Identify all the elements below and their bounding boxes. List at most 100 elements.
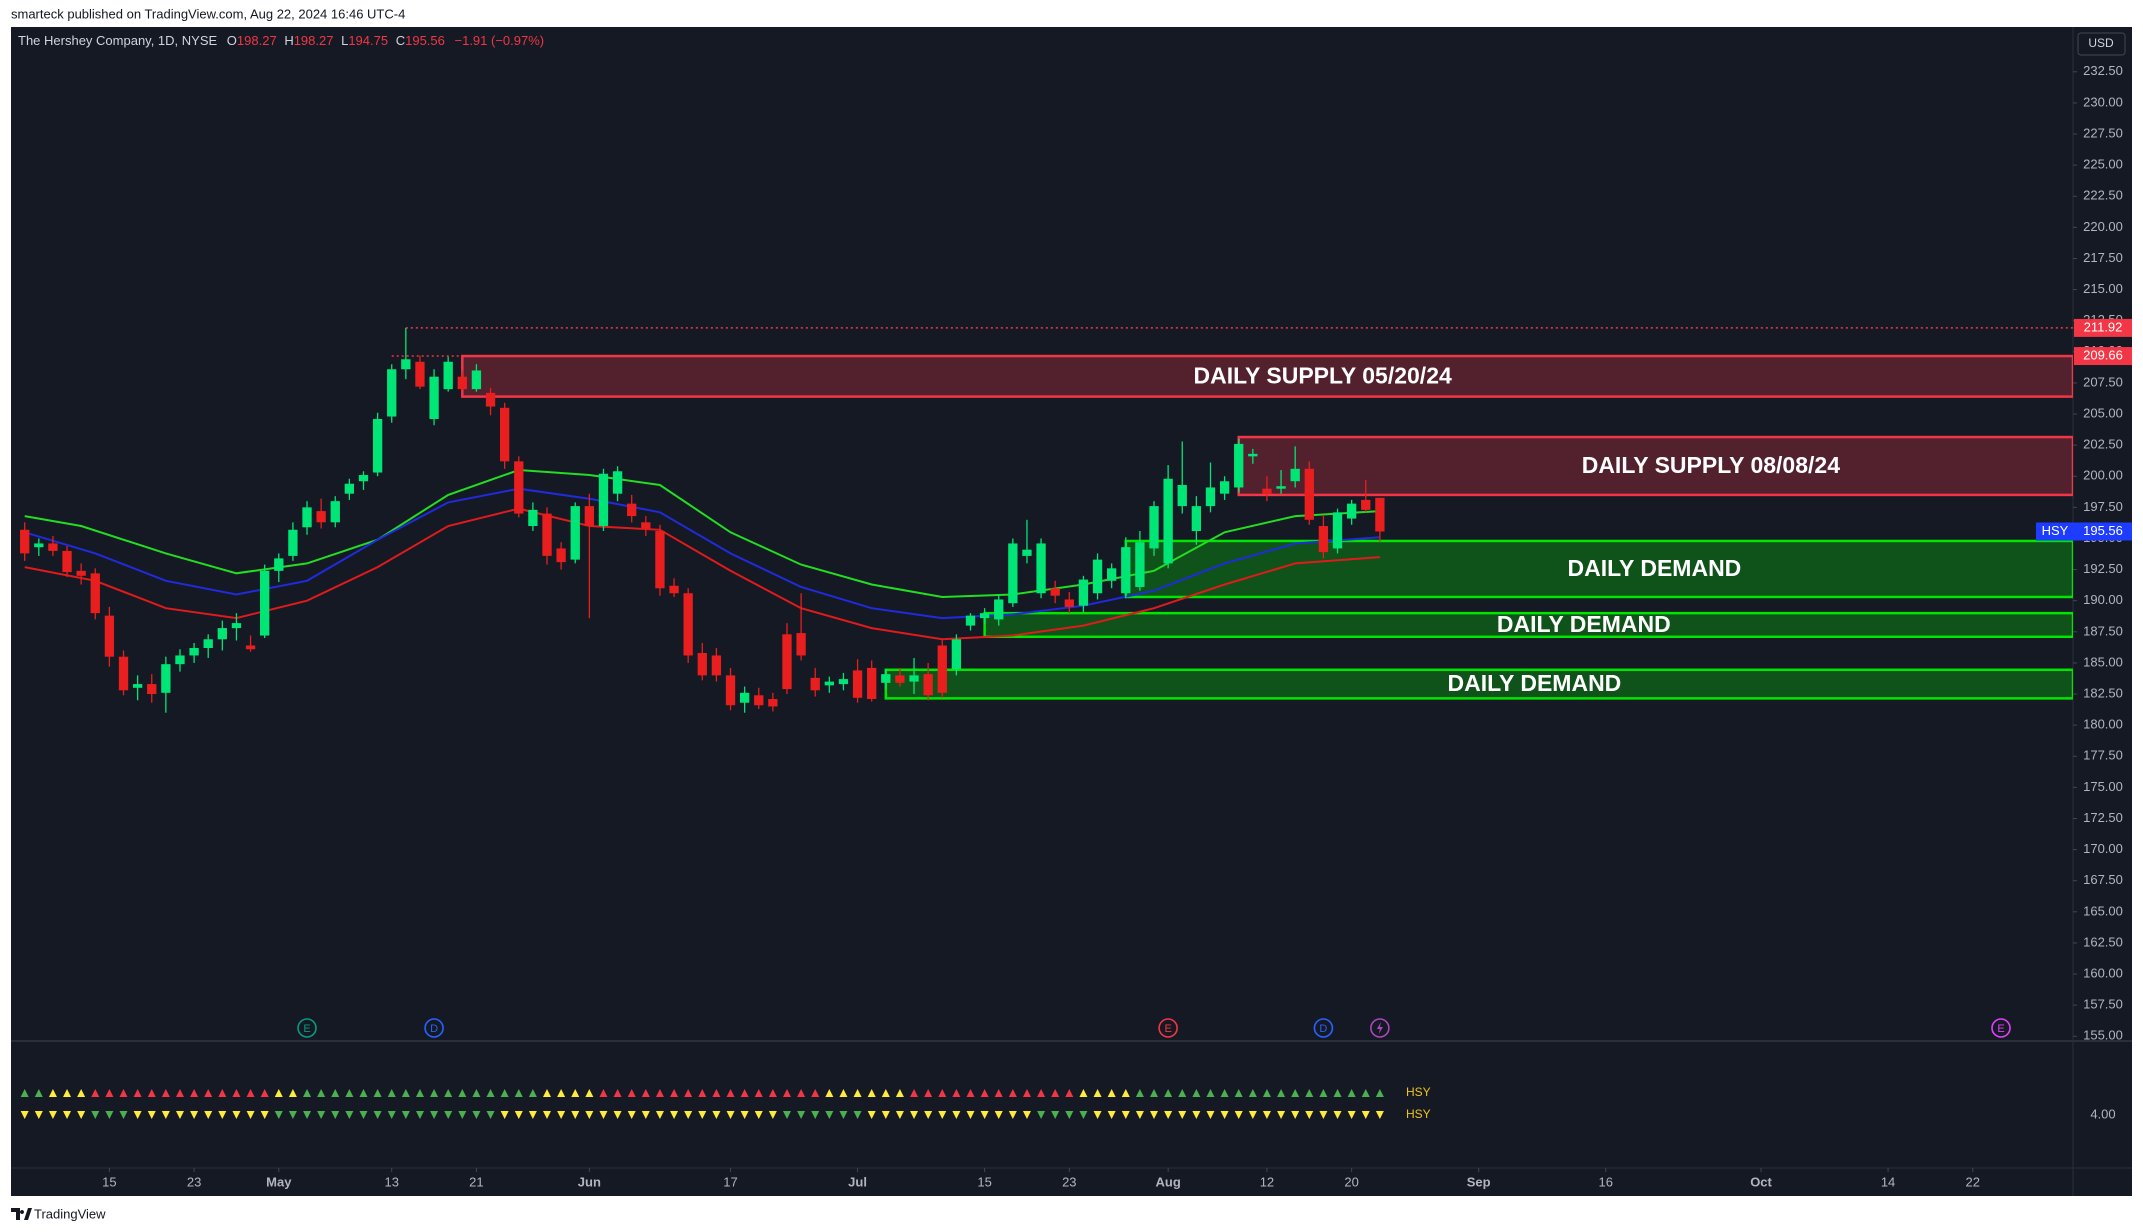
signal-triangle bbox=[698, 1111, 707, 1119]
candle-body bbox=[217, 628, 227, 640]
candle-body bbox=[20, 529, 30, 554]
signal-triangle bbox=[627, 1111, 636, 1119]
signal-triangle bbox=[1037, 1111, 1046, 1119]
signal-triangle bbox=[288, 1111, 297, 1119]
candle-body bbox=[1276, 486, 1286, 489]
signal-triangle bbox=[966, 1111, 975, 1119]
candle-body bbox=[754, 695, 764, 706]
y-tick-label: 202.50 bbox=[2083, 437, 2123, 452]
signal-triangle bbox=[867, 1089, 876, 1097]
event-bolt bbox=[1376, 1022, 1383, 1034]
y-tick-label: 197.50 bbox=[2083, 499, 2123, 514]
signal-triangle bbox=[20, 1111, 29, 1119]
legend-label: L bbox=[341, 33, 348, 48]
signal-triangle bbox=[740, 1111, 749, 1119]
signal-triangle bbox=[430, 1111, 439, 1119]
signal-triangle bbox=[387, 1111, 396, 1119]
signal-triangle bbox=[1361, 1111, 1370, 1119]
signal-triangle bbox=[655, 1089, 664, 1097]
signal-triangle bbox=[317, 1111, 326, 1119]
y-tick-label: 225.00 bbox=[2083, 157, 2123, 172]
candle-body bbox=[302, 507, 312, 528]
price-label-box bbox=[2074, 318, 2132, 337]
candle-body bbox=[245, 645, 256, 650]
legend-value: 198.27 bbox=[294, 33, 334, 48]
signal-triangle bbox=[1178, 1111, 1187, 1119]
y-tick-label: 167.50 bbox=[2083, 872, 2123, 887]
signal-triangle bbox=[1107, 1111, 1116, 1119]
signal-triangle bbox=[839, 1089, 848, 1097]
signal-triangle bbox=[1305, 1111, 1314, 1119]
candle-body bbox=[852, 670, 863, 698]
signal-triangle bbox=[387, 1089, 396, 1097]
x-tick-label: Sep bbox=[1467, 1174, 1491, 1189]
signal-triangle bbox=[1121, 1089, 1130, 1097]
event-marker bbox=[1158, 1018, 1178, 1038]
signal-triangle bbox=[373, 1089, 382, 1097]
candle-body bbox=[782, 634, 792, 690]
signal-triangle bbox=[782, 1089, 791, 1097]
candle-body bbox=[62, 550, 72, 573]
candle-body bbox=[415, 361, 425, 387]
signal-triangle bbox=[1347, 1089, 1356, 1097]
signal-triangle bbox=[77, 1111, 86, 1119]
legend-label: H bbox=[284, 33, 293, 48]
event-label: E bbox=[303, 1023, 310, 1035]
candle-body bbox=[697, 652, 707, 676]
candle-body bbox=[344, 483, 355, 494]
signal-triangle bbox=[1333, 1089, 1342, 1097]
signal-triangle bbox=[754, 1089, 763, 1097]
signal-triangle bbox=[1164, 1111, 1173, 1119]
y-tick-label: 165.00 bbox=[2083, 903, 2123, 918]
event-marker bbox=[1991, 1018, 2011, 1038]
signal-triangle bbox=[486, 1111, 495, 1119]
signal-triangle bbox=[895, 1089, 904, 1097]
candle-body bbox=[796, 633, 806, 656]
signal-triangle bbox=[1065, 1111, 1074, 1119]
x-tick-label: 20 bbox=[1344, 1174, 1358, 1189]
y-tick-label: 155.00 bbox=[2083, 1028, 2123, 1043]
candle-body bbox=[1318, 526, 1329, 553]
x-tick-label: 12 bbox=[1260, 1174, 1274, 1189]
signal-triangle bbox=[1022, 1111, 1031, 1119]
signal-triangle bbox=[1375, 1089, 1384, 1097]
y-tick-label: 200.00 bbox=[2083, 468, 2123, 483]
signal-triangle bbox=[839, 1111, 848, 1119]
price-label-name: HSY bbox=[2042, 523, 2069, 538]
candle-body bbox=[641, 522, 651, 529]
candle-body bbox=[161, 664, 171, 693]
y-tick-label: 180.00 bbox=[2083, 717, 2123, 732]
signal-triangle bbox=[543, 1111, 552, 1119]
y-tick-label: 162.50 bbox=[2083, 934, 2123, 949]
signal-triangle bbox=[232, 1111, 241, 1119]
signal-triangle bbox=[528, 1111, 537, 1119]
y-tick-label: 175.00 bbox=[2083, 779, 2123, 794]
candle-body bbox=[34, 543, 44, 548]
candle-body bbox=[175, 655, 185, 665]
candle-body bbox=[556, 548, 566, 563]
signal-triangle bbox=[867, 1111, 876, 1119]
signal-triangle bbox=[1262, 1089, 1271, 1097]
signal-triangle bbox=[980, 1089, 989, 1097]
currency-button[interactable] bbox=[2077, 32, 2126, 56]
candle-body bbox=[401, 359, 411, 370]
signal-triangle bbox=[359, 1111, 368, 1119]
signal-triangle bbox=[670, 1111, 679, 1119]
y-tick-label: 192.50 bbox=[2083, 561, 2123, 576]
signal-triangle bbox=[641, 1089, 650, 1097]
candle-body bbox=[231, 623, 242, 629]
signal-triangle bbox=[1206, 1089, 1215, 1097]
signal-triangle bbox=[1135, 1111, 1144, 1119]
signal-triangle bbox=[1178, 1089, 1187, 1097]
signal-triangle bbox=[1051, 1111, 1060, 1119]
signal-triangle bbox=[63, 1089, 72, 1097]
signal-triangle bbox=[811, 1089, 820, 1097]
x-tick-label: May bbox=[266, 1174, 292, 1189]
signal-triangle bbox=[1150, 1089, 1159, 1097]
signal-triangle bbox=[557, 1111, 566, 1119]
signal-triangle bbox=[924, 1111, 933, 1119]
candle-body bbox=[147, 684, 157, 695]
candle-body bbox=[937, 645, 947, 693]
signal-triangle bbox=[415, 1089, 424, 1097]
x-tick-label: 23 bbox=[187, 1174, 201, 1189]
